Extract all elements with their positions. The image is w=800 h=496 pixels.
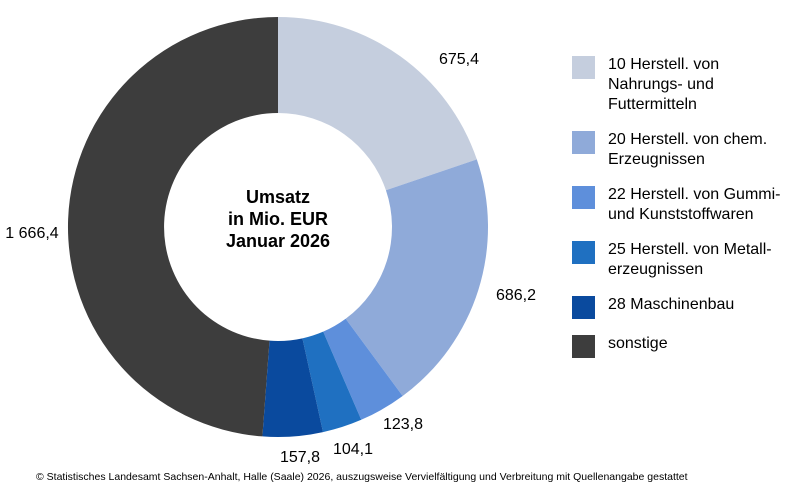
legend-item-label: 20 Herstell. von chem. Erzeugnissen <box>608 131 768 168</box>
donut-segment-4 <box>262 338 324 438</box>
legend-swatch-icon <box>572 335 595 358</box>
donut-segment-1 <box>345 159 489 397</box>
copyright-note: © Statistisches Landesamt Sachsen-Anhalt… <box>36 471 688 483</box>
legend-item-0: 10 Herstell. von Nahrungs- und Futtermitte… <box>572 55 797 115</box>
legend-item-1: 20 Herstell. von chem. Erzeugnissen <box>572 130 797 170</box>
center-title-line3: Januar 2026 <box>225 231 331 251</box>
legend-item-label: 10 Herstell. von Nahrungs- und Futtermitte… <box>608 56 720 113</box>
legend-swatch-icon <box>572 131 595 154</box>
donut-segment-2 <box>323 318 403 420</box>
legend-swatch-icon <box>572 186 595 209</box>
legend-item-3: 25 Herstell. von Metall-erzeugnissen <box>572 240 797 280</box>
center-title-line2: in Mio. EUR <box>228 209 328 229</box>
legend-item-label: sonstige <box>608 335 668 352</box>
legend-item-label: 28 Maschinenbau <box>608 296 735 313</box>
legend-item-label: 25 Herstell. von Metall-erzeugnissen <box>608 241 772 278</box>
legend-swatch-icon <box>572 56 595 79</box>
segment-value-label-1: 686,2 <box>495 287 537 304</box>
segment-value-label-4: 157,8 <box>279 449 321 466</box>
segment-value-label-3: 104,1 <box>332 441 374 458</box>
legend-item-2: 22 Herstell. von Gummi-und Kunststoffwar… <box>572 185 797 225</box>
legend-item-5: sonstige <box>572 334 797 358</box>
segment-value-label-0: 675,4 <box>438 51 480 68</box>
segment-value-label-2: 123,8 <box>382 416 424 433</box>
legend: 10 Herstell. von Nahrungs- und Futtermitte… <box>572 55 797 358</box>
donut-segment-3 <box>302 331 362 433</box>
center-title-line1: Umsatz <box>245 187 311 207</box>
segment-value-label-5: 1 666,4 <box>5 225 59 242</box>
chart-center-title: Umsatz in Mio. EUR Januar 2026 <box>163 186 393 252</box>
donut-segment-0 <box>278 17 477 191</box>
legend-swatch-icon <box>572 241 595 264</box>
donut-segment-5 <box>67 16 278 437</box>
legend-swatch-icon <box>572 296 595 319</box>
legend-item-label: 22 Herstell. von Gummi-und Kunststoffwar… <box>608 186 781 223</box>
legend-item-4: 28 Maschinenbau <box>572 295 797 319</box>
